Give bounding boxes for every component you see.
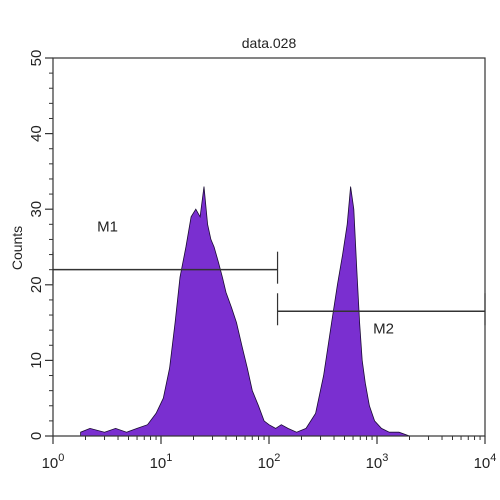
plot-frame (52, 57, 486, 437)
x-axis-ticks: 100 101 102 103 104 (42, 436, 497, 472)
y-tick-label: 20 (28, 276, 45, 293)
x-tick-label: 102 (258, 452, 281, 472)
marker-m2-label: M2 (373, 320, 394, 337)
marker-m1-label: M1 (97, 219, 118, 236)
y-tick-label: 0 (28, 432, 45, 440)
y-axis-ticks: 0 10 20 30 40 50 (28, 50, 53, 440)
x-tick-label: 104 (474, 452, 497, 472)
y-tick-label: 50 (28, 50, 45, 67)
marker-layer: M1 M2 (52, 219, 486, 337)
x-tick-label: 100 (42, 452, 65, 472)
y-tick-label: 30 (28, 201, 45, 218)
histogram-area-layer (80, 186, 410, 437)
x-tick-label: 103 (366, 452, 389, 472)
y-tick-label: 40 (28, 125, 45, 142)
x-tick-label: 101 (150, 452, 173, 472)
chart-title: data.028 (242, 35, 297, 51)
y-tick-label: 10 (28, 352, 45, 369)
histogram-series-0 (80, 186, 410, 437)
y-axis-title: Counts (9, 226, 25, 270)
